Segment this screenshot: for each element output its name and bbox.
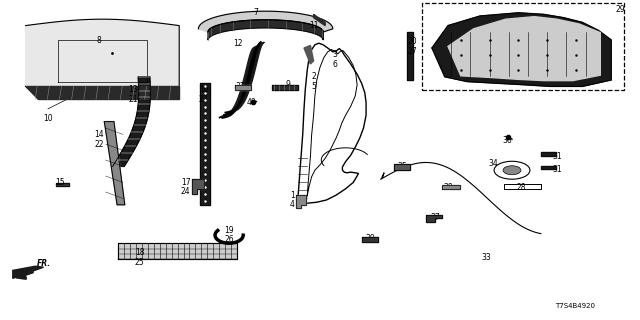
Text: 10: 10 [43,114,53,123]
Text: 39: 39 [365,234,375,243]
Polygon shape [541,152,556,156]
Polygon shape [426,215,442,222]
Polygon shape [208,20,323,40]
Text: 23: 23 [198,95,209,104]
Polygon shape [362,237,378,242]
Text: 17: 17 [180,178,191,187]
Text: 3: 3 [332,50,337,59]
Polygon shape [104,122,125,205]
Text: 2: 2 [311,72,316,81]
Text: 35: 35 [397,162,407,171]
Polygon shape [26,86,179,99]
Text: 8: 8 [97,36,102,44]
Text: 5: 5 [311,82,316,91]
Polygon shape [394,164,410,170]
Polygon shape [304,45,314,64]
Polygon shape [118,243,237,259]
Polygon shape [442,185,460,189]
Text: 27: 27 [408,47,418,56]
Text: 20: 20 [408,37,418,46]
Text: 30: 30 [580,53,591,62]
Text: 12: 12 [234,39,243,48]
Text: 21: 21 [129,95,138,104]
Polygon shape [235,85,251,90]
Text: 19: 19 [224,226,234,235]
Text: 11: 11 [309,21,318,30]
Text: 16: 16 [198,85,209,94]
Polygon shape [113,77,150,166]
Polygon shape [432,13,611,86]
Text: 31: 31 [552,165,562,174]
Polygon shape [407,32,413,80]
Text: 33: 33 [481,253,492,262]
Text: 4: 4 [290,200,295,209]
Text: T7S4B4920: T7S4B4920 [556,303,595,309]
Text: 1: 1 [290,191,295,200]
Text: 9: 9 [285,80,291,89]
Text: 32: 32 [235,82,245,91]
Text: 14: 14 [94,130,104,139]
Text: 26: 26 [224,236,234,244]
Polygon shape [541,166,556,169]
Text: 7: 7 [253,8,259,17]
Text: FR.: FR. [37,259,51,268]
Circle shape [503,166,521,175]
Polygon shape [296,195,306,208]
Polygon shape [26,19,179,99]
Bar [422,3,624,90]
Text: 37: 37 [430,213,440,222]
Text: 25: 25 [134,258,145,267]
Text: 40: 40 [246,98,257,107]
Polygon shape [198,11,333,32]
Polygon shape [192,179,204,194]
Text: 31: 31 [552,152,562,161]
Text: 6: 6 [332,60,337,68]
Polygon shape [272,85,298,90]
Text: 28: 28 [517,183,526,192]
Text: 24: 24 [180,188,191,196]
Polygon shape [314,14,325,26]
Text: 38: 38 [443,183,453,192]
Polygon shape [56,183,69,186]
Polygon shape [13,266,44,278]
Text: 34: 34 [488,159,498,168]
Text: 29: 29 [616,5,626,14]
Text: 13: 13 [128,85,138,94]
Text: 36: 36 [502,136,513,145]
Text: 18: 18 [135,248,144,257]
Text: 15: 15 [54,178,65,187]
Polygon shape [448,17,600,81]
Polygon shape [200,83,210,205]
Text: 22: 22 [95,140,104,148]
Polygon shape [219,42,264,118]
Text: 30: 30 [502,16,513,25]
